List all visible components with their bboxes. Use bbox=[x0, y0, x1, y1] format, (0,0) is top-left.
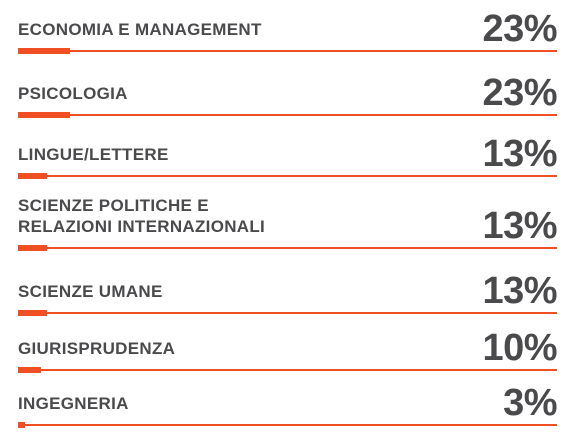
bar-row: PSICOLOGIA 23% bbox=[18, 56, 557, 118]
bar-track bbox=[18, 173, 557, 179]
bar-fill bbox=[18, 310, 48, 316]
value-label: 23% bbox=[482, 72, 557, 114]
value-label: 3% bbox=[503, 382, 557, 424]
category-label: PSICOLOGIA bbox=[18, 84, 128, 103]
bar-fill bbox=[18, 367, 41, 373]
bar-row: LINGUE/LETTERE 13% bbox=[18, 117, 557, 179]
bar-row: GIURISPRUDENZA 10% bbox=[18, 311, 557, 373]
bar-row: INGEGNERIA 3% bbox=[18, 366, 557, 428]
category-label: INGEGNERIA bbox=[18, 394, 129, 413]
bar-track bbox=[18, 245, 557, 251]
bar-track bbox=[18, 112, 557, 118]
value-label: 13% bbox=[482, 205, 557, 247]
bar-row: SCIENZE POLITICHE E RELAZIONI INTERNAZIO… bbox=[18, 189, 557, 251]
bar-fill bbox=[18, 112, 71, 118]
bar-fill bbox=[18, 173, 48, 179]
value-label: 13% bbox=[482, 270, 557, 312]
bar-track bbox=[18, 422, 557, 428]
bar-fill bbox=[18, 422, 25, 428]
bar-row: SCIENZE UMANE 13% bbox=[18, 254, 557, 316]
category-label: SCIENZE UMANE bbox=[18, 282, 163, 301]
value-label: 10% bbox=[482, 327, 557, 369]
bar-track bbox=[18, 367, 557, 373]
value-label: 13% bbox=[482, 133, 557, 175]
bar-fill bbox=[18, 245, 48, 251]
bar-track bbox=[18, 48, 557, 54]
bar-fill bbox=[18, 48, 71, 54]
category-label: ECONOMIA E MANAGEMENT bbox=[18, 20, 262, 39]
category-label: LINGUE/LETTERE bbox=[18, 145, 169, 164]
bar-row: ECONOMIA E MANAGEMENT 23% bbox=[18, 0, 557, 54]
category-label: SCIENZE POLITICHE E RELAZIONI INTERNAZIO… bbox=[18, 196, 266, 236]
value-label: 23% bbox=[482, 8, 557, 50]
category-label: GIURISPRUDENZA bbox=[18, 339, 176, 358]
bar-track bbox=[18, 310, 557, 316]
